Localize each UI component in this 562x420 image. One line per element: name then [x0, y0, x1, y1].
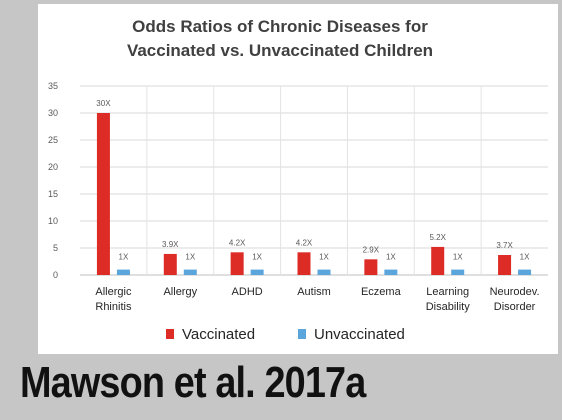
vaccinated-bar [431, 246, 445, 275]
vaccinated-data-label: 5.2X [429, 233, 446, 242]
category-label: Autism [297, 286, 331, 298]
y-tick-label: 35 [48, 81, 58, 91]
unvaccinated-data-label: 1X [386, 253, 396, 262]
unvaccinated-bar [250, 269, 264, 275]
unvaccinated-bar [451, 269, 465, 275]
y-tick-label: 25 [48, 135, 58, 145]
category-label: ADHD [232, 286, 263, 298]
legend-label-vaccinated: Vaccinated [182, 326, 255, 343]
vaccinated-bar [498, 255, 512, 275]
vaccinated-bar [364, 259, 378, 275]
unvaccinated-data-label: 1X [252, 253, 262, 262]
unvaccinated-bar [384, 269, 398, 275]
category-label: Neurodev. [490, 286, 540, 298]
unvaccinated-bar [317, 269, 331, 275]
unvaccinated-bar [518, 269, 532, 275]
vaccinated-data-label: 3.9X [162, 240, 179, 249]
chart-gridlines [80, 85, 548, 276]
category-label: Disorder [494, 301, 536, 313]
vaccinated-data-label: 2.9X [363, 245, 380, 254]
vaccinated-bar [230, 252, 244, 275]
unvaccinated-data-label: 1X [453, 253, 463, 262]
y-tick-label: 30 [48, 108, 58, 118]
y-axis: 0 5 10 15 20 25 30 35 [48, 81, 58, 280]
chart-title-line: Odds Ratios of Chronic Diseases for [132, 17, 428, 36]
vaccinated-bar [96, 113, 110, 275]
y-tick-label: 20 [48, 162, 58, 172]
chart-legend: Vaccinated Unvaccinated [166, 326, 405, 343]
vaccinated-data-label: 4.2X [296, 238, 313, 247]
unvaccinated-data-label: 1X [185, 253, 195, 262]
category-label: Allergic [95, 286, 132, 298]
category-label: Rhinitis [95, 301, 132, 313]
vaccinated-bar [163, 253, 177, 275]
y-tick-label: 10 [48, 216, 58, 226]
chart-title-line: Vaccinated vs. Unvaccinated Children [127, 41, 433, 60]
vaccinated-bar [297, 252, 311, 275]
chart-title: Odds Ratios of Chronic Diseases for Vacci… [127, 17, 433, 60]
y-tick-label: 5 [53, 243, 58, 253]
category-label: Eczema [361, 286, 402, 298]
category-label: Learning [426, 286, 469, 298]
category-label: Allergy [163, 286, 197, 298]
vaccinated-data-label: 4.2X [229, 238, 246, 247]
legend-swatch-unvaccinated [298, 329, 306, 339]
vaccinated-data-label: 30X [96, 99, 111, 108]
chart-bars: 30X 3.9X 4.2X 4.2X 2.9X 5.2X 3.7X 1X 1X 1X 1X 1X 1X 1… [96, 99, 532, 275]
y-tick-label: 15 [48, 189, 58, 199]
category-label: Disability [426, 301, 471, 313]
unvaccinated-bar [116, 269, 130, 275]
citation-caption: Mawson et al. 2017a [20, 358, 366, 407]
y-tick-label: 0 [53, 270, 58, 280]
unvaccinated-data-label: 1X [319, 253, 329, 262]
unvaccinated-data-label: 1X [119, 253, 129, 262]
unvaccinated-bar [183, 269, 197, 275]
x-axis: Allergic Rhinitis Allergy ADHD Autism Eczema L… [95, 286, 539, 313]
legend-swatch-vaccinated [166, 329, 174, 339]
legend-label-unvaccinated: Unvaccinated [314, 326, 405, 343]
unvaccinated-data-label: 1X [520, 253, 530, 262]
chart-slide: Odds Ratios of Chronic Diseases for Vacci… [38, 4, 558, 354]
vaccinated-data-label: 3.7X [496, 241, 513, 250]
chart: Odds Ratios of Chronic Diseases for Vacci… [48, 17, 548, 343]
